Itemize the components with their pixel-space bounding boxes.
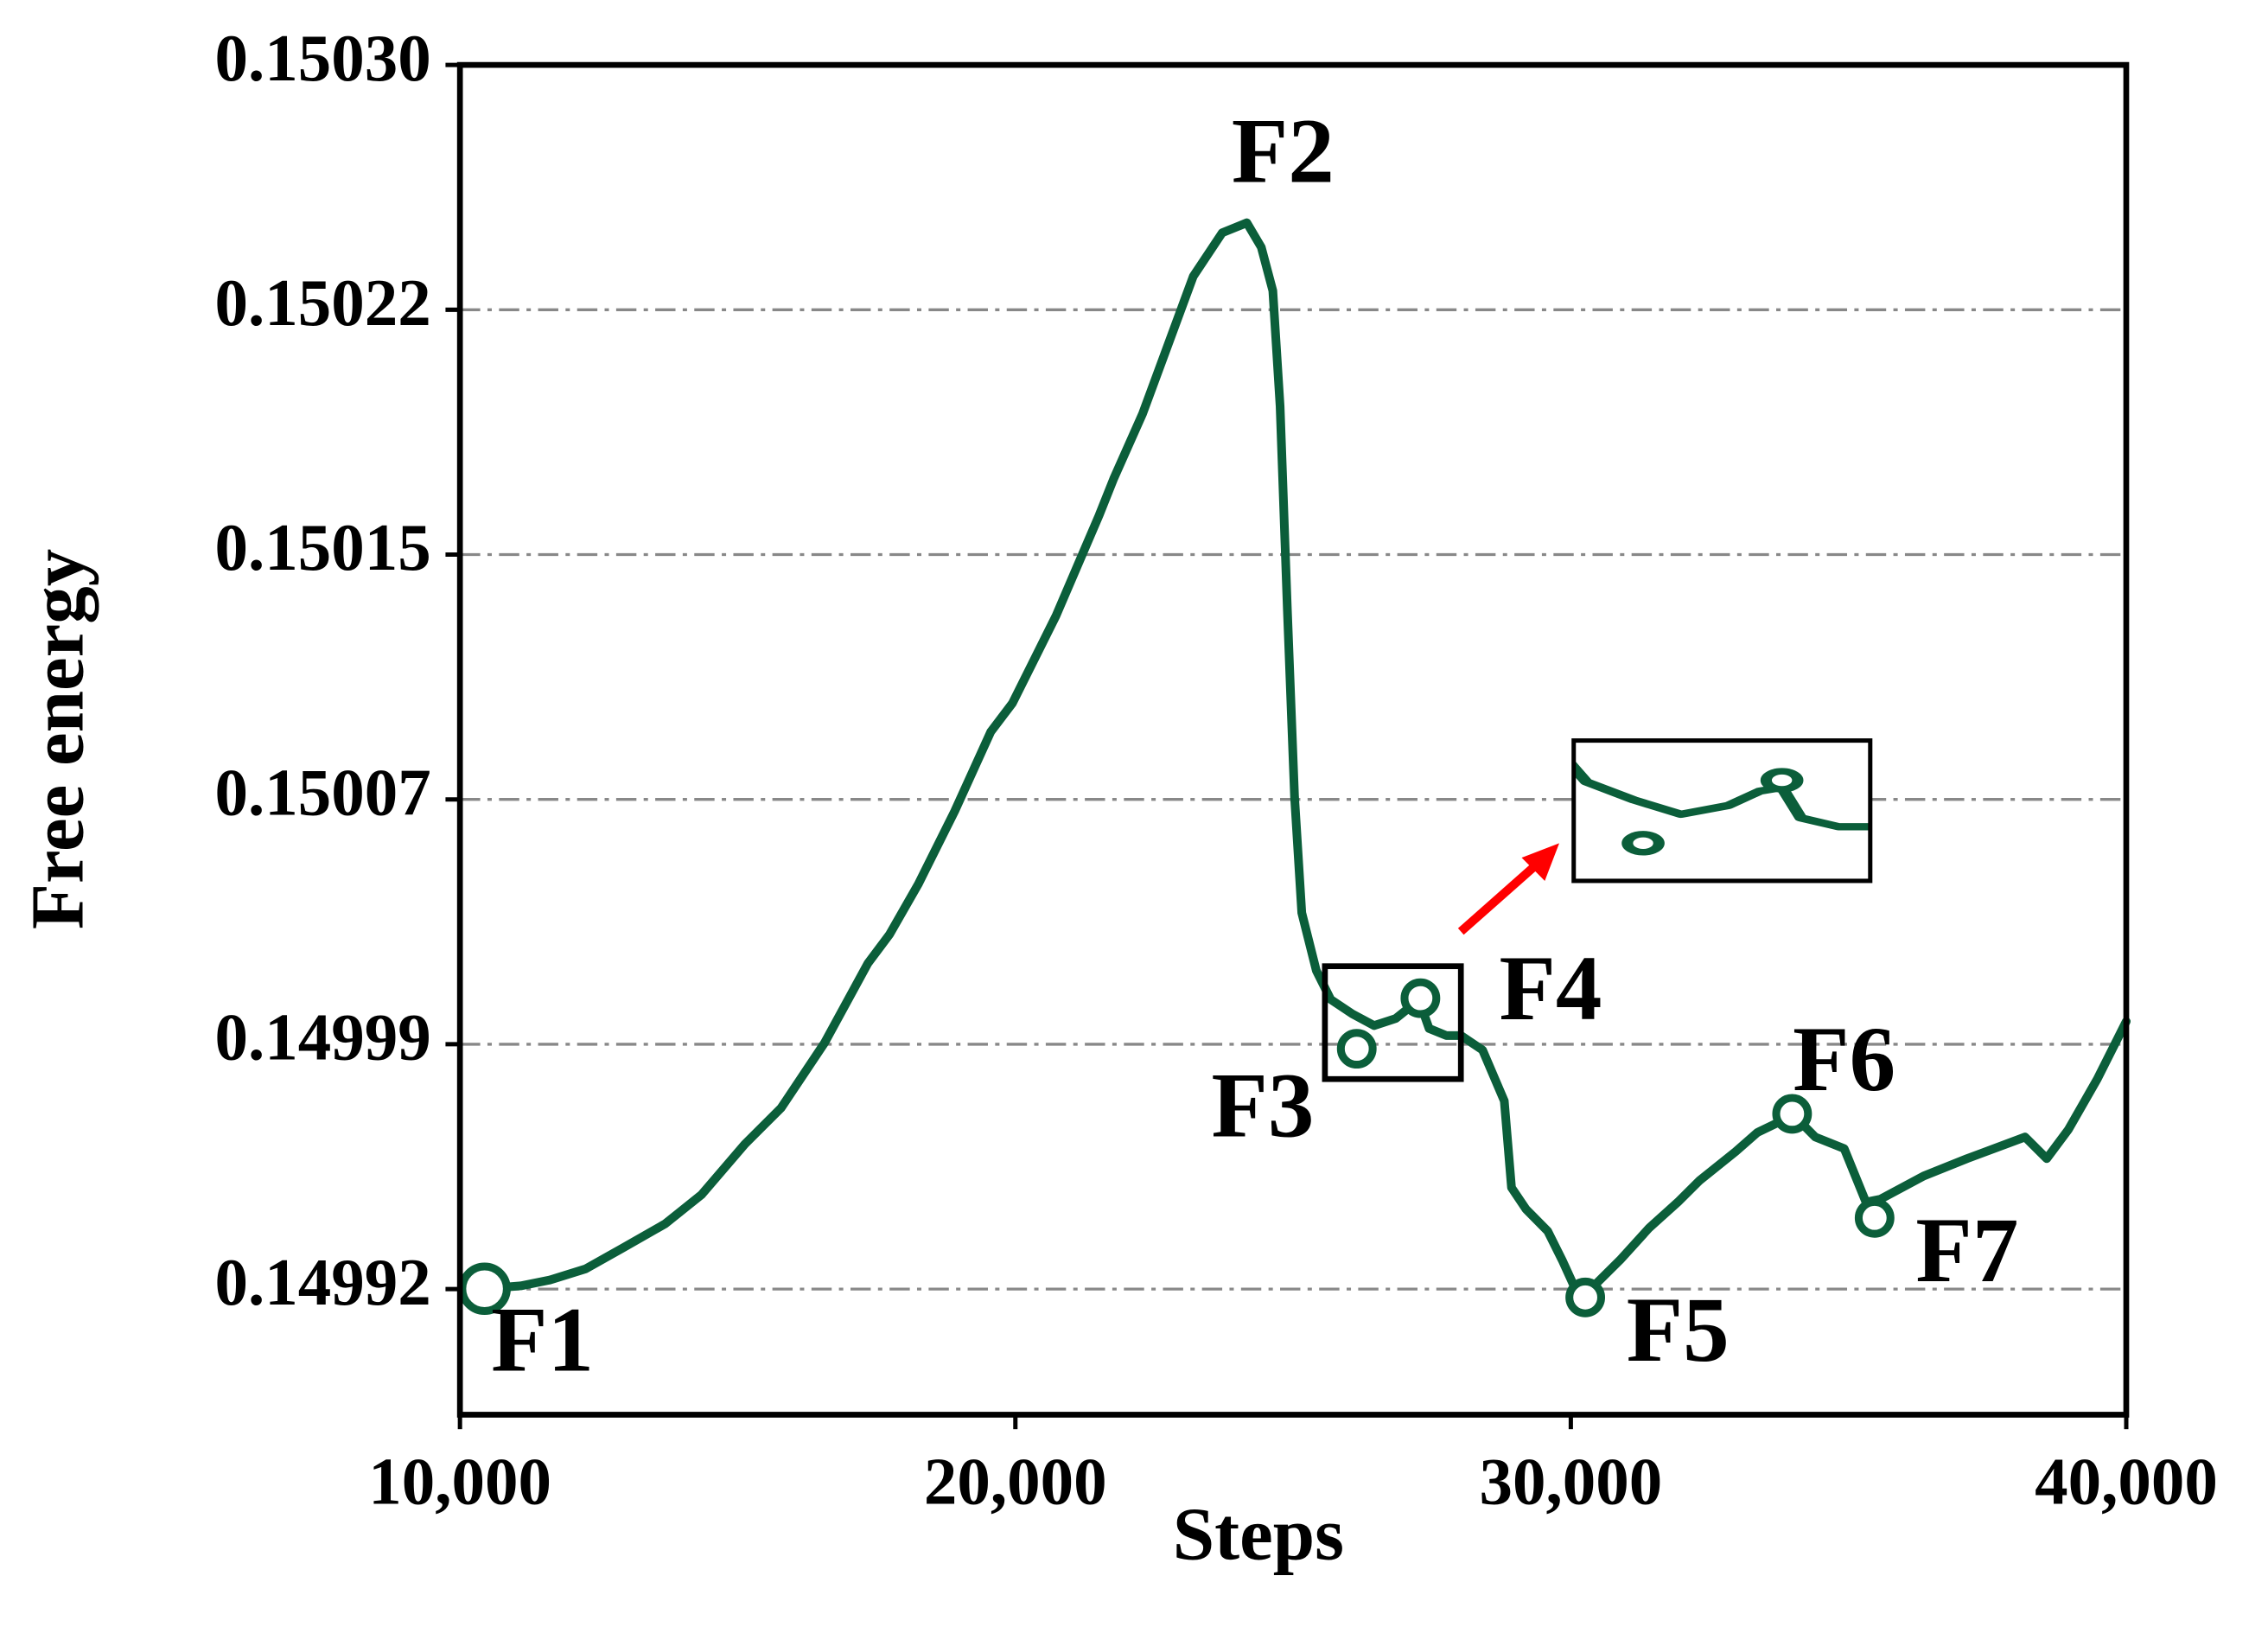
arrow-head: [1521, 843, 1559, 881]
point-marker: [1760, 768, 1804, 793]
plot: [458, 218, 2131, 1317]
point-label: F4: [1499, 938, 1602, 1040]
point-label: F1: [491, 1290, 594, 1392]
point-marker: [1400, 978, 1441, 1018]
point-marker: [1336, 1029, 1377, 1069]
point-label: F3: [1211, 1056, 1314, 1158]
y-tick-label: 0.14999: [215, 1000, 431, 1075]
arrow-shaft: [1457, 861, 1539, 935]
x-axis-title: Steps: [1173, 1492, 1344, 1576]
y-tick-label: 0.15015: [215, 510, 431, 584]
point-marker: [1565, 1277, 1606, 1317]
x-tick-label: 10,000: [368, 1444, 551, 1518]
point-label: F6: [1793, 1009, 1895, 1111]
point-marker: [1854, 1197, 1895, 1238]
inset-frame: [1571, 738, 1873, 884]
x-tick-label: 20,000: [924, 1444, 1107, 1518]
y-tick-label: 0.15007: [215, 755, 431, 829]
point-label: F7: [1915, 1200, 2018, 1302]
y-axis-title: Free energy: [15, 549, 99, 929]
point-label: F5: [1627, 1279, 1730, 1381]
inset-plot: [1573, 759, 2157, 1162]
data-line: [1573, 759, 1870, 832]
zoom-box: [1322, 963, 1464, 1082]
y-tick-label: 0.15030: [215, 21, 431, 95]
point-label: F2: [1232, 100, 1335, 202]
x-tick-label: 40,000: [2035, 1444, 2218, 1518]
point-marker: [1621, 831, 1665, 856]
y-tick-label: 0.15022: [215, 265, 431, 340]
inset: [1573, 759, 2157, 1162]
y-tick-label: 0.14992: [215, 1245, 431, 1319]
inset-bg: [1573, 740, 1870, 881]
x-tick-label: 30,000: [1480, 1444, 1663, 1518]
plot-frame: [456, 61, 2130, 1418]
point-marker: [1772, 1094, 1812, 1134]
point-marker: [2125, 1144, 2157, 1162]
